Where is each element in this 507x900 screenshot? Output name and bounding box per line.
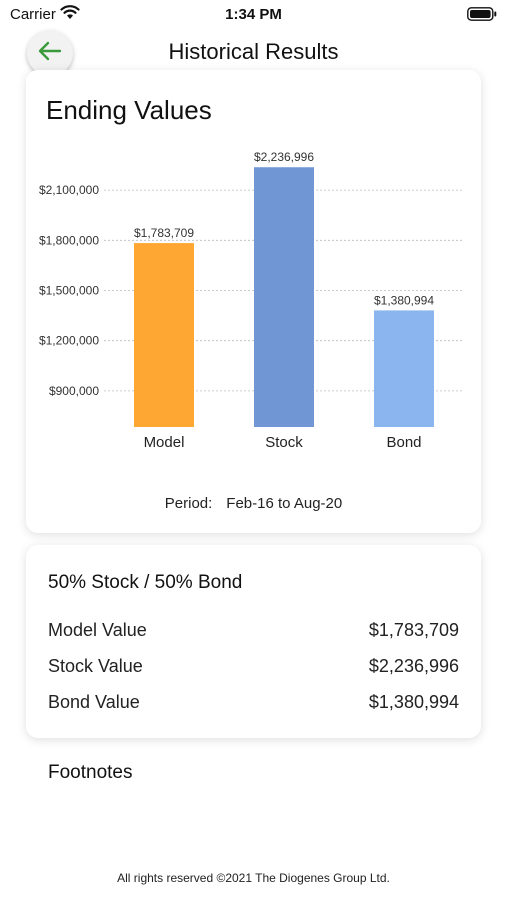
navigation-bar: Historical Results — [0, 30, 507, 80]
summary-title: 50% Stock / 50% Bond — [48, 572, 243, 593]
bar-value-label: $2,236,996 — [254, 150, 314, 164]
summary-row-stock: Stock Value $2,236,996 — [48, 656, 459, 677]
x-category-label: Model — [144, 434, 185, 451]
status-time: 1:34 PM — [225, 6, 282, 23]
back-button[interactable] — [27, 30, 73, 76]
x-category-label: Bond — [386, 434, 421, 451]
y-tick-label: $900,000 — [49, 384, 99, 398]
period-label: Period: — [164, 495, 213, 512]
summary-row-label: Model Value — [48, 620, 147, 640]
summary-row-value: $2,236,996 — [368, 656, 459, 676]
summary-row-value: $1,783,709 — [368, 620, 459, 640]
summary-row-model: Model Value $1,783,709 — [48, 620, 459, 641]
x-category-label: Stock — [265, 434, 303, 451]
summary-row-bond: Bond Value $1,380,994 — [48, 692, 459, 713]
bar-stock — [254, 167, 314, 427]
bar-value-label: $1,783,709 — [134, 226, 194, 240]
bar-value-label: $1,380,994 — [374, 293, 434, 307]
y-tick-label: $1,500,000 — [39, 284, 99, 298]
y-tick-label: $1,200,000 — [39, 334, 99, 348]
chart-card: Ending Values $900,000 $1,200,000 $1,500,0… — [26, 70, 481, 533]
battery-icon — [467, 7, 497, 26]
bar-model — [134, 243, 194, 427]
summary-row-label: Stock Value — [48, 656, 143, 676]
page-title: Historical Results — [168, 39, 339, 64]
ending-values-bar-chart: $900,000 $1,200,000 $1,500,000 $1,800,000 $2… — [39, 150, 464, 451]
summary-row-value: $1,380,994 — [368, 692, 459, 712]
wifi-icon — [60, 4, 80, 25]
y-tick-label: $1,800,000 — [39, 233, 99, 247]
period-line: Period: Feb-16 to Aug-20 — [26, 495, 481, 512]
carrier-label: Carrier — [10, 6, 56, 23]
y-tick-label: $2,100,000 — [39, 183, 99, 197]
period-value: Feb-16 to Aug-20 — [226, 495, 343, 512]
summary-row-label: Bond Value — [48, 692, 140, 712]
copyright-text: All rights reserved ©2021 The Diogenes G… — [117, 871, 390, 885]
summary-card: 50% Stock / 50% Bond Model Value $1,783,… — [26, 545, 481, 738]
footnotes-heading[interactable]: Footnotes — [48, 762, 133, 783]
arrow-left-icon — [38, 41, 62, 66]
bar-bond — [374, 310, 434, 427]
chart-title: Ending Values — [46, 95, 212, 125]
status-bar: Carrier 1:34 PM — [0, 0, 507, 30]
